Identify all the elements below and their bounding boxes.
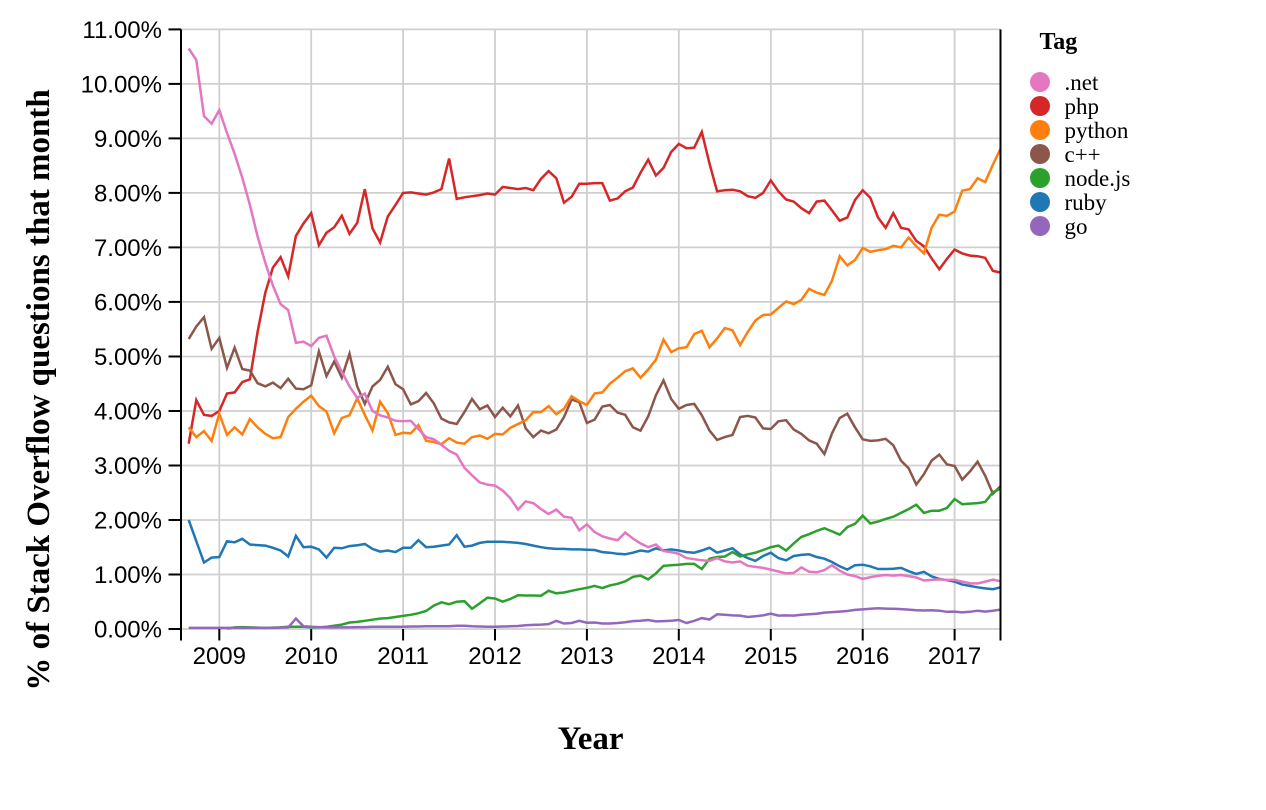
svg-text:0.00%: 0.00% [94,617,162,644]
svg-text:php: php [1065,94,1100,119]
svg-text:4.00%: 4.00% [94,399,162,426]
svg-text:7.00%: 7.00% [94,235,162,262]
svg-text:1.00%: 1.00% [94,562,162,589]
svg-text:c++: c++ [1065,142,1101,167]
svg-text:11.00%: 11.00% [82,17,162,44]
svg-text:8.00%: 8.00% [94,181,162,208]
svg-text:5.00%: 5.00% [94,344,162,371]
svg-text:ruby: ruby [1065,190,1108,215]
svg-text:9.00%: 9.00% [94,126,162,153]
svg-text:Year: Year [558,721,624,757]
svg-text:% of Stack Overflow questions: % of Stack Overflow questions that month [21,89,57,690]
svg-text:.net: .net [1065,70,1099,95]
svg-text:10.00%: 10.00% [81,72,162,99]
svg-text:3.00%: 3.00% [94,453,162,480]
svg-text:Tag: Tag [1040,29,1078,55]
svg-text:2014: 2014 [652,643,705,670]
svg-text:python: python [1065,118,1129,143]
svg-text:2016: 2016 [836,643,889,670]
svg-text:node.js: node.js [1065,166,1131,191]
svg-text:2013: 2013 [560,643,613,670]
svg-text:2015: 2015 [744,643,797,670]
svg-text:2012: 2012 [468,643,521,670]
svg-text:6.00%: 6.00% [94,290,162,317]
svg-text:2.00%: 2.00% [94,508,162,535]
svg-text:2017: 2017 [928,643,981,670]
svg-text:2009: 2009 [193,643,246,670]
svg-text:go: go [1065,214,1088,239]
svg-text:2010: 2010 [285,643,338,670]
svg-text:2011: 2011 [377,643,429,670]
